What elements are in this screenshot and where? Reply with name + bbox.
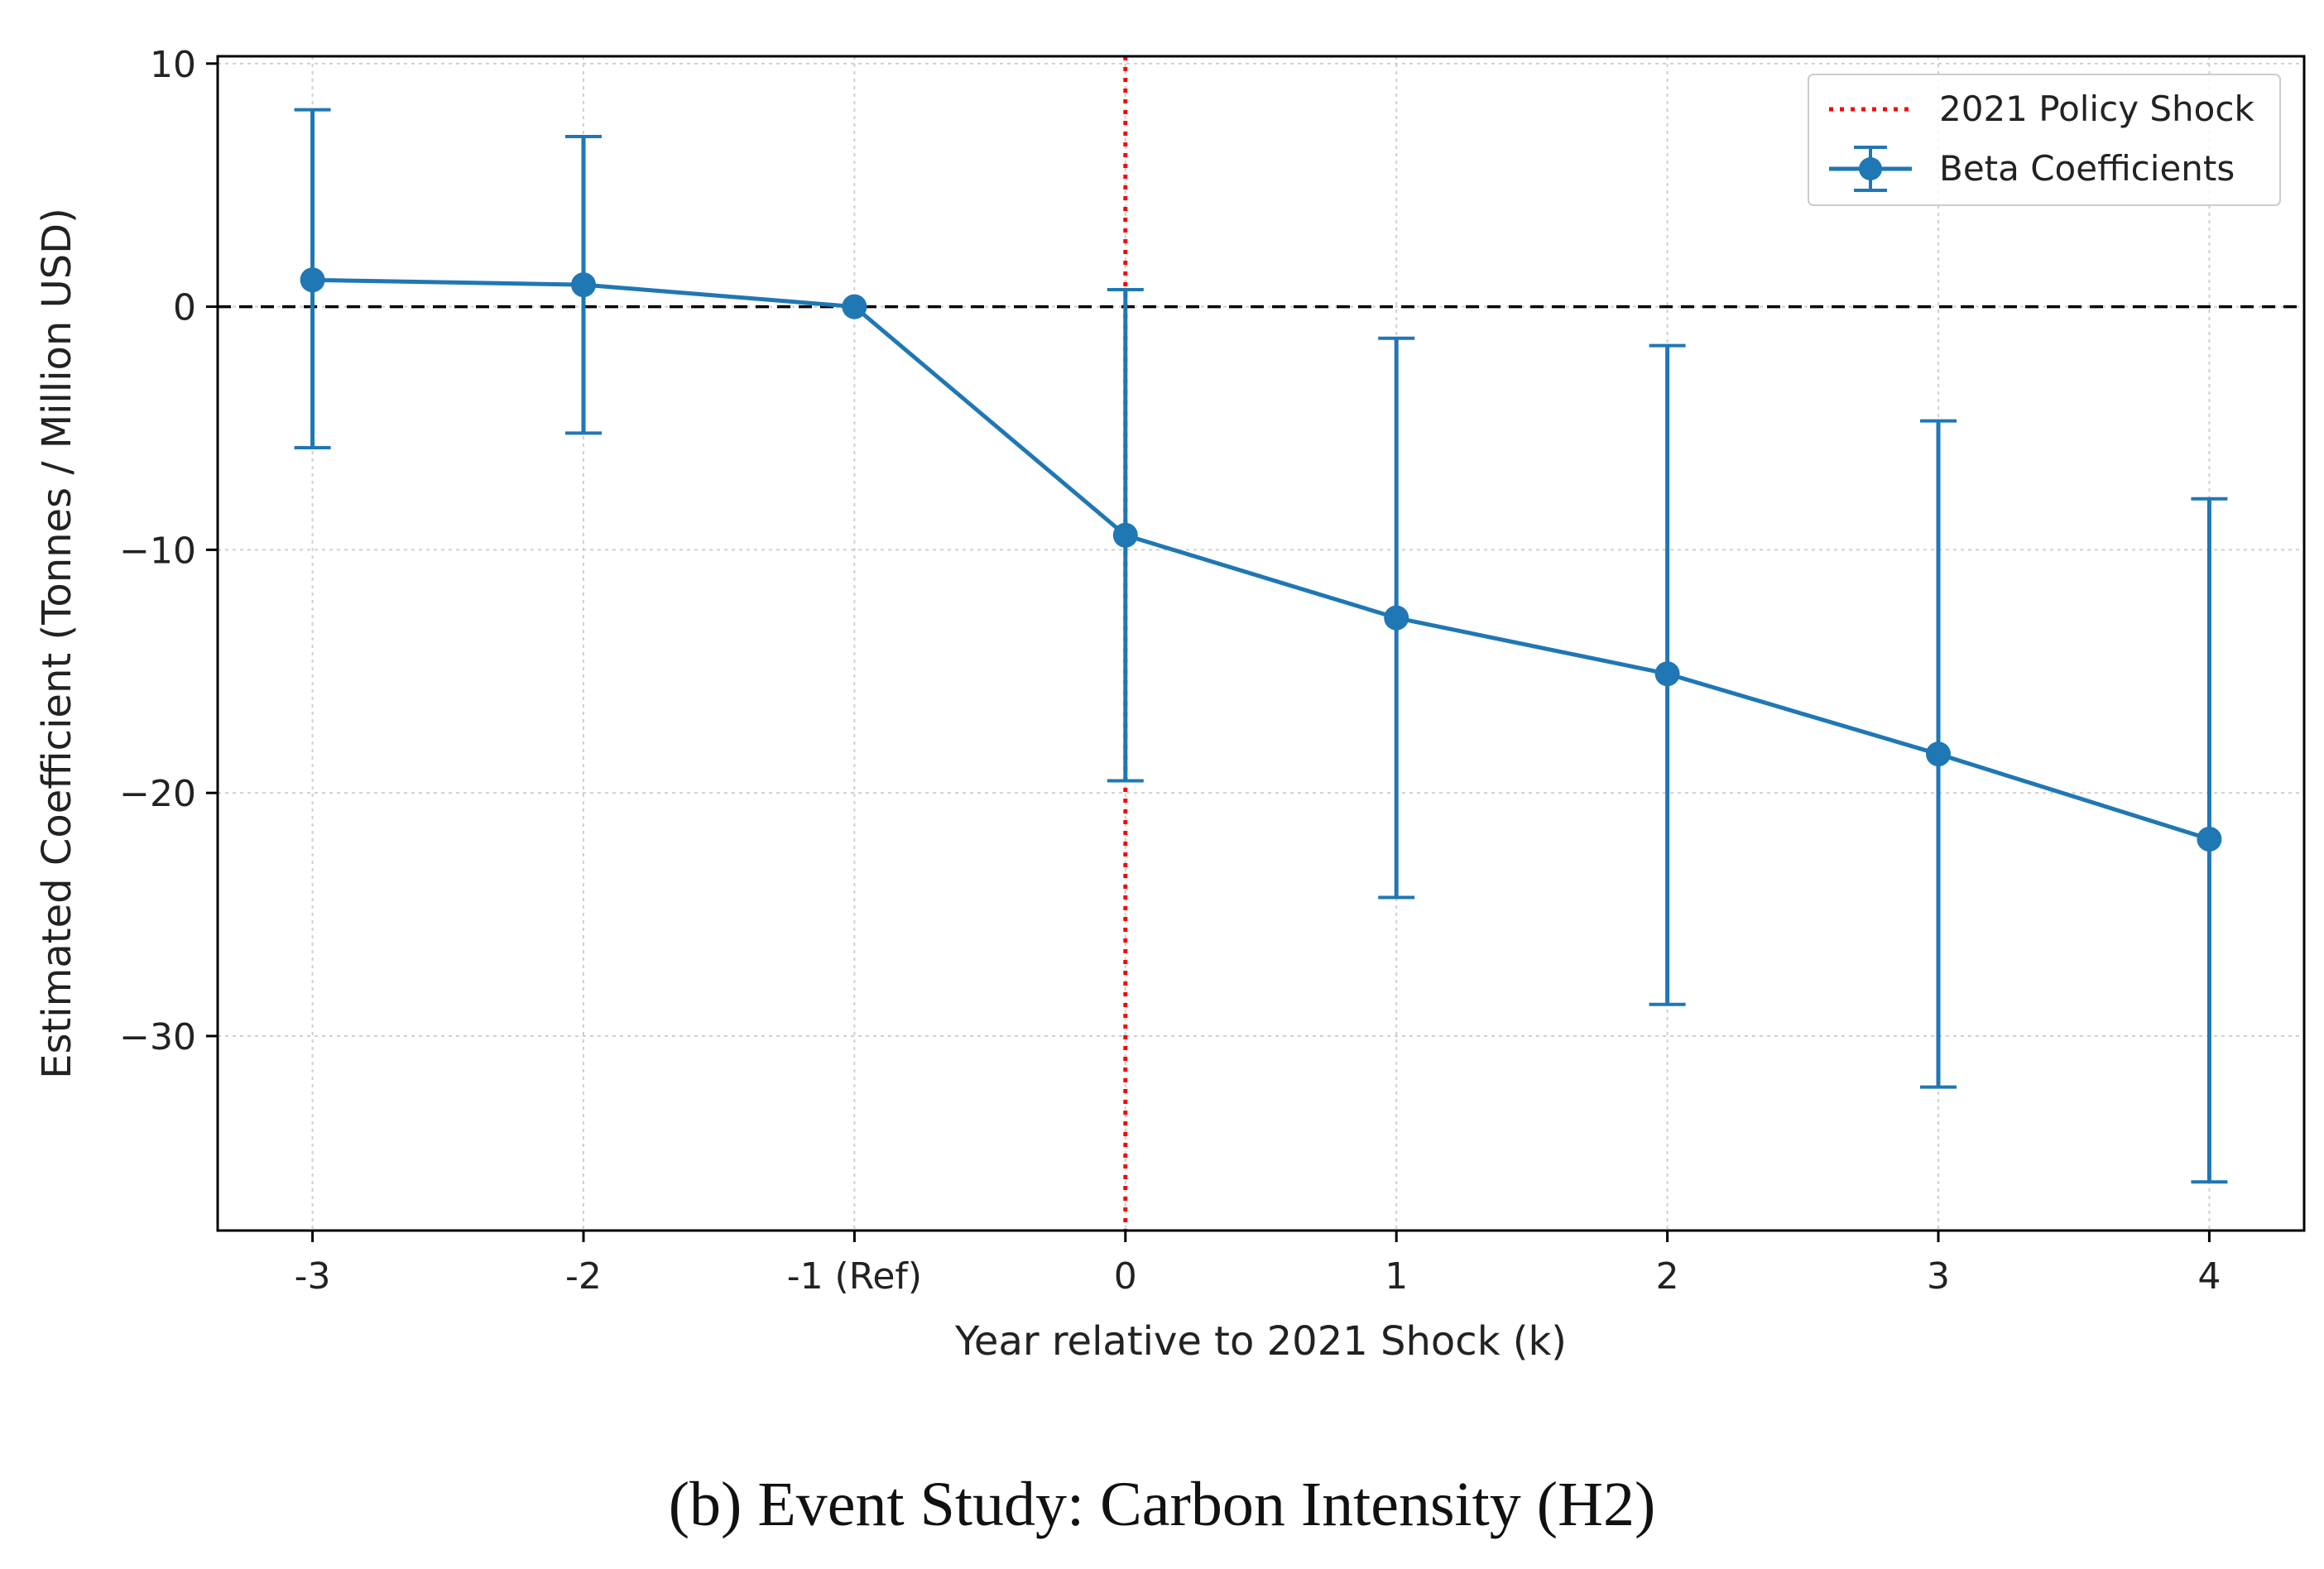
- y-tick-label: −10: [119, 530, 196, 572]
- data-point: [1926, 741, 1952, 767]
- x-tick-label: -1 (Ref): [787, 1255, 922, 1298]
- data-point: [2197, 827, 2222, 852]
- figure-caption: (b) Event Study: Carbon Intensity (H2): [668, 1470, 1656, 1539]
- y-tick-label: −20: [119, 773, 196, 815]
- x-tick-label: 0: [1114, 1255, 1137, 1298]
- data-point: [300, 267, 325, 293]
- x-tick-label: 2: [1656, 1255, 1679, 1298]
- y-tick-label: 0: [173, 287, 196, 329]
- data-point: [570, 272, 596, 298]
- data-point: [1384, 605, 1409, 631]
- data-point: [1654, 661, 1680, 687]
- y-tick-label: −30: [119, 1016, 196, 1058]
- data-series: [294, 108, 2228, 1184]
- grid-lines: [218, 56, 2304, 1231]
- y-tick-label: 10: [150, 44, 196, 86]
- legend-policy-shock-label: 2021 Policy Shock: [1939, 89, 2254, 129]
- data-point: [1112, 522, 1138, 548]
- reference-lines: [218, 56, 2304, 1231]
- axis-ticks: -3 -2 -1 (Ref) 0 1 2 3 4 10 0 −10 −20 −30: [119, 44, 2221, 1298]
- x-tick-label: 4: [2197, 1255, 2221, 1298]
- y-axis-label: Estimated Coefficient (Tonnes / Million …: [34, 208, 80, 1079]
- series-line: [312, 277, 2211, 842]
- x-tick-label: 3: [1927, 1255, 1950, 1298]
- data-point: [842, 294, 867, 319]
- legend: 2021 Policy Shock Beta Coefficients: [1808, 74, 2281, 206]
- x-tick-label: -2: [565, 1255, 602, 1298]
- x-tick-label: -3: [295, 1255, 331, 1298]
- legend-beta-swatch-marker: [1859, 157, 1882, 180]
- legend-beta-label: Beta Coefficients: [1939, 148, 2235, 189]
- plot-frame: [216, 55, 2306, 1232]
- legend-box: [1808, 74, 2281, 206]
- x-axis-label: Year relative to 2021 Shock (k): [954, 1318, 1567, 1365]
- x-tick-label: 1: [1385, 1255, 1408, 1298]
